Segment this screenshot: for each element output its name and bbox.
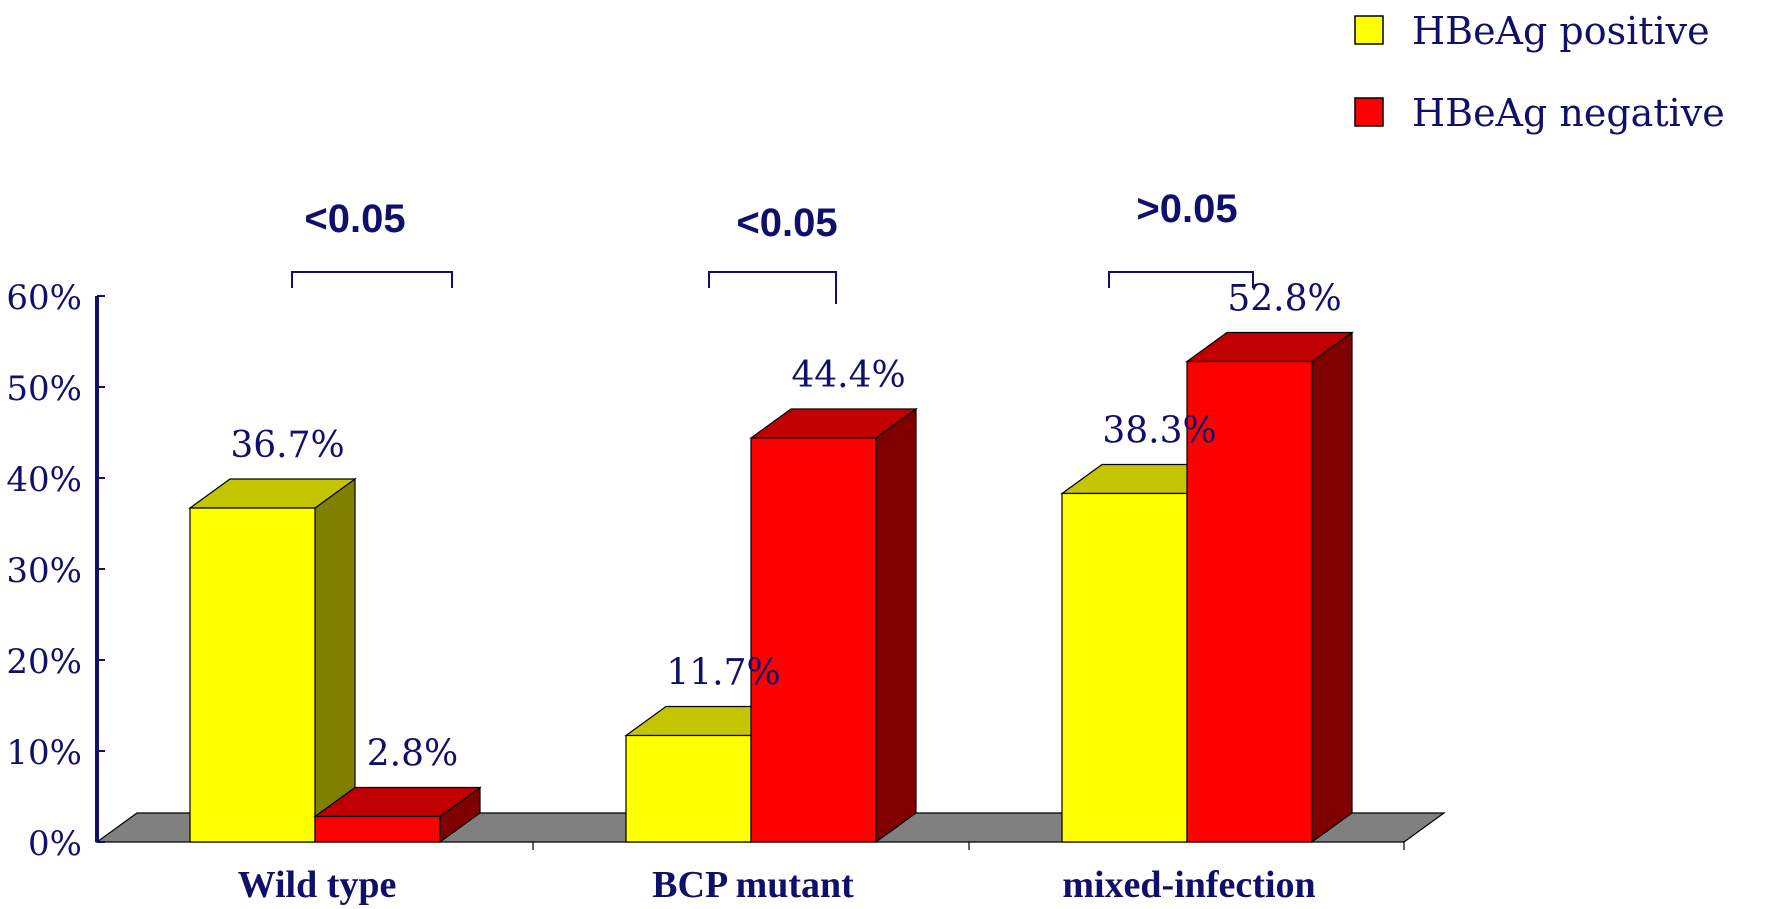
p-value-label: <0.05 (304, 197, 405, 241)
value-label: 44.4% (791, 355, 905, 396)
bar-front (189, 507, 316, 843)
value-label: 36.7% (230, 425, 344, 466)
value-label: 2.8% (367, 734, 458, 775)
value-label: 52.8% (1227, 279, 1341, 320)
p-value-label: >0.05 (1136, 187, 1237, 231)
y-tick-label: 0% (28, 824, 82, 864)
y-tick-label: 40% (6, 460, 82, 500)
bar-front (625, 734, 752, 843)
bar-front (1061, 492, 1188, 843)
legend-swatch (1354, 15, 1384, 45)
bar-side (1311, 331, 1353, 844)
category-label: BCP mutant (652, 864, 854, 906)
y-tick-label: 30% (6, 551, 82, 591)
bar-front (750, 437, 877, 843)
data-labels: 36.7% 2.8% Wild type 11.7% 44.4% BCP mutant 38… (230, 279, 1341, 906)
legend: HBeAg positive HBeAg negative (1354, 9, 1725, 135)
bar (188, 477, 357, 844)
value-label: 11.7% (666, 653, 780, 694)
bar-front (1186, 360, 1313, 843)
legend-swatch (1354, 97, 1384, 127)
p-value-label: <0.05 (736, 201, 837, 245)
y-axis: 0% 10% 20% 30% 40% 50% 60% (6, 278, 105, 864)
y-tick-label: 60% (6, 278, 82, 318)
bar (313, 786, 482, 844)
significance-bracket (708, 271, 837, 304)
bar-side (314, 477, 356, 844)
bar-front (314, 815, 441, 843)
legend-label: HBeAg positive (1412, 9, 1710, 53)
bar (749, 407, 918, 844)
legend-label: HBeAg negative (1412, 91, 1725, 135)
significance-bracket (1108, 271, 1254, 288)
significance-annotations: <0.05 <0.05 >0.05 (291, 187, 1254, 304)
y-tick-label: 20% (6, 642, 82, 682)
significance-bracket (291, 271, 453, 288)
bar (1185, 331, 1354, 844)
value-label: 38.3% (1102, 410, 1216, 451)
category-label: Wild type (238, 864, 397, 906)
bars (188, 331, 1354, 844)
category-label: mixed-infection (1062, 864, 1315, 906)
y-tick-label: 50% (6, 369, 82, 409)
y-tick-label: 10% (6, 733, 82, 773)
bar-side (875, 407, 917, 844)
